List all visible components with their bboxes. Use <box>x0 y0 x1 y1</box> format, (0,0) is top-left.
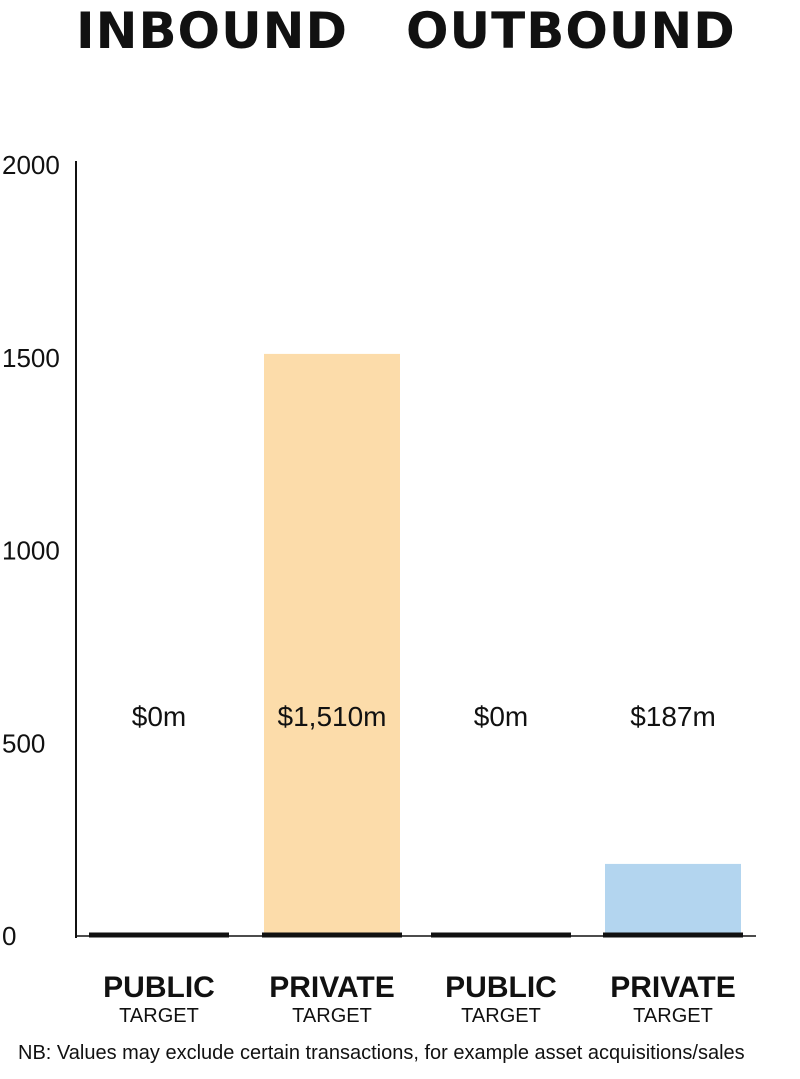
data-label: $1,510m <box>278 701 387 732</box>
bar-chart: 0 500 1000 1500 2000 $0m $1,510m $0m $187m PUBLIC… <box>2 150 756 1027</box>
bar-inbound-private <box>264 353 400 936</box>
y-tick-label: 2000 <box>2 150 60 180</box>
category-label: PRIVATE <box>269 971 395 1004</box>
bar-outbound-private <box>605 863 741 936</box>
category-sublabel: TARGET <box>633 1005 713 1027</box>
category-sublabel: TARGET <box>292 1005 372 1027</box>
footnote: NB: Values may exclude certain transacti… <box>18 1042 745 1064</box>
y-tick-label: 500 <box>2 728 45 758</box>
category-label: PUBLIC <box>445 971 557 1004</box>
y-tick-label: 0 <box>2 921 16 951</box>
data-label: $187m <box>630 701 716 732</box>
y-tick-label: 1500 <box>2 343 60 373</box>
data-label: $0m <box>132 701 186 732</box>
category-sublabel: TARGET <box>461 1005 541 1027</box>
category-label: PUBLIC <box>103 971 215 1004</box>
y-tick-label: 1000 <box>2 536 60 566</box>
inbound-group-title: INBOUND <box>76 2 349 60</box>
category-label: PRIVATE <box>610 971 736 1004</box>
outbound-group-title: OUTBOUND <box>406 2 736 60</box>
data-label: $0m <box>474 701 528 732</box>
category-sublabel: TARGET <box>119 1005 199 1027</box>
